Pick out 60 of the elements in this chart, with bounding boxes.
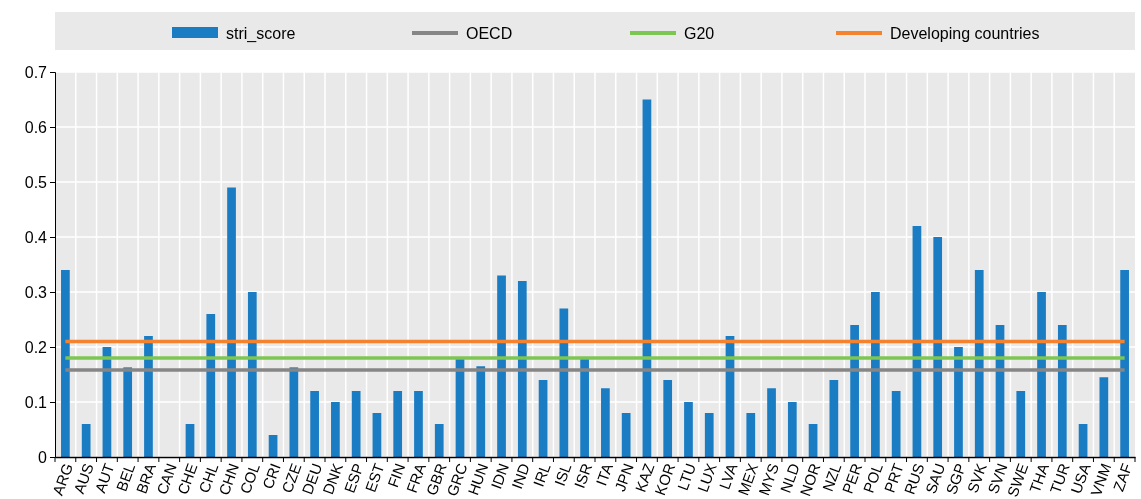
bar bbox=[1099, 377, 1109, 457]
bar bbox=[1037, 292, 1046, 457]
bar bbox=[497, 275, 506, 457]
bar bbox=[372, 413, 382, 457]
y-tick-label: 0 bbox=[38, 448, 48, 466]
x-tick-label: EST bbox=[361, 461, 388, 495]
bar bbox=[621, 413, 631, 457]
bar bbox=[434, 424, 444, 457]
legend-label: G20 bbox=[684, 24, 715, 42]
bar bbox=[559, 308, 569, 457]
bar bbox=[1016, 391, 1026, 457]
bar bbox=[393, 391, 403, 457]
legend-label: Developing countries bbox=[890, 24, 1040, 42]
bar bbox=[787, 402, 797, 457]
bar bbox=[746, 413, 756, 457]
legend-label: OECD bbox=[466, 24, 513, 42]
bar bbox=[144, 336, 153, 457]
bar bbox=[808, 424, 818, 457]
bar bbox=[663, 380, 673, 457]
bar bbox=[1120, 270, 1129, 457]
legend-label: stri_score bbox=[226, 24, 296, 43]
bar bbox=[538, 380, 548, 457]
bar bbox=[1078, 424, 1088, 457]
y-tick-label: 0.3 bbox=[24, 283, 48, 301]
bar bbox=[601, 388, 610, 457]
x-tick-label: ITA bbox=[592, 461, 616, 488]
bar bbox=[933, 237, 943, 457]
bar bbox=[268, 435, 278, 457]
bar bbox=[227, 187, 236, 457]
bar bbox=[871, 292, 880, 457]
y-tick-label: 0.6 bbox=[24, 118, 48, 136]
x-tick-label: ARG bbox=[48, 461, 76, 498]
bar bbox=[850, 325, 859, 457]
bar bbox=[476, 366, 486, 457]
bar bbox=[954, 347, 963, 457]
y-tick-label: 0.5 bbox=[24, 173, 48, 191]
y-tick-label: 0.4 bbox=[24, 228, 48, 246]
bar bbox=[1057, 325, 1067, 457]
bar bbox=[891, 391, 901, 457]
bar bbox=[829, 380, 839, 457]
bar bbox=[974, 270, 984, 457]
y-tick-label: 0.7 bbox=[24, 63, 48, 81]
bar bbox=[767, 388, 776, 457]
bar bbox=[331, 402, 340, 457]
bar bbox=[414, 391, 423, 457]
y-tick-label: 0.2 bbox=[24, 338, 48, 356]
y-tick-label: 0.1 bbox=[24, 393, 48, 411]
bar bbox=[517, 281, 527, 457]
bar bbox=[61, 270, 70, 457]
bar bbox=[684, 402, 693, 457]
bar bbox=[289, 367, 299, 457]
bar bbox=[247, 292, 257, 457]
bar bbox=[206, 314, 216, 457]
bar bbox=[81, 424, 91, 457]
bar bbox=[123, 367, 133, 457]
bar bbox=[185, 424, 195, 457]
bar bbox=[351, 391, 361, 457]
bar bbox=[310, 391, 319, 457]
bar bbox=[704, 413, 714, 457]
bar bbox=[580, 358, 589, 457]
